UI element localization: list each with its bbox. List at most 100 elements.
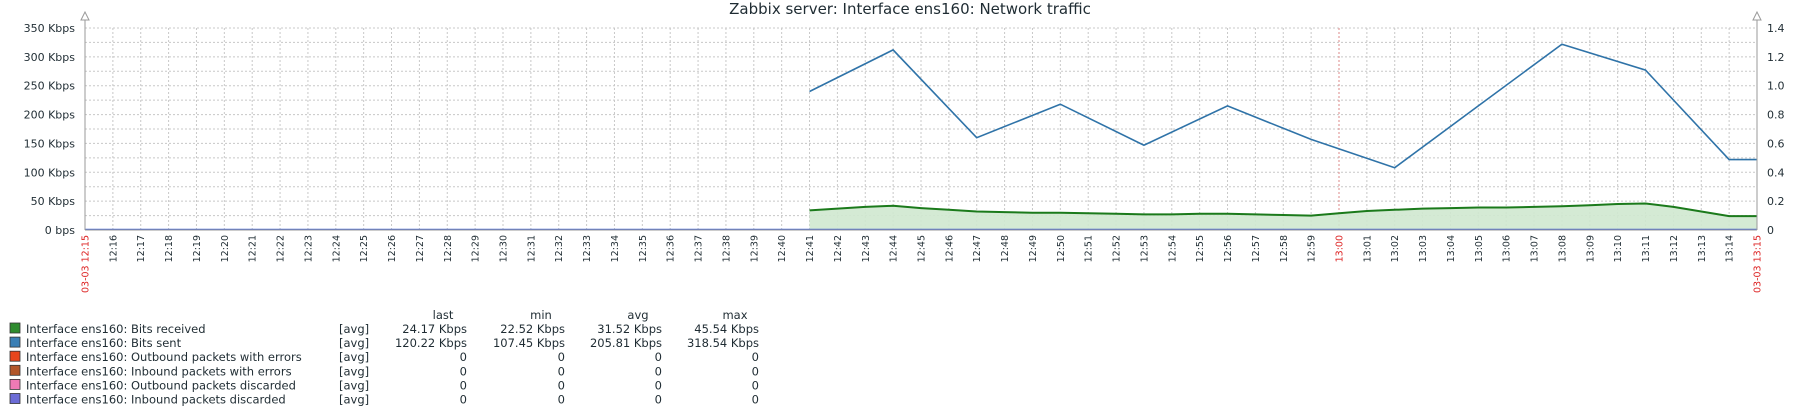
x-end-label: 03-03 13:15 [1753,235,1764,293]
x-tick-label: 12:29 [471,235,482,262]
x-tick-label: 13:05 [1474,235,1485,262]
x-tick-label: 12:33 [582,235,593,262]
y-tick-label-right: 0.8 [1767,109,1785,122]
legend-series-name: Interface ens160: Inbound packets discar… [26,393,286,407]
x-tick-label: 12:16 [108,235,119,262]
x-tick-label: 12:42 [833,235,844,262]
x-tick-label: 12:19 [192,235,203,262]
x-tick-label: 12:58 [1279,235,1290,262]
legend-func: [avg] [339,336,369,350]
x-tick-label: 13:14 [1725,235,1736,262]
y-tick-label-right: 1.0 [1767,80,1785,93]
series-line-bits-sent [809,43,1757,169]
legend-func: [avg] [339,393,369,407]
legend-value-max: 0 [752,364,759,378]
y-tick-label-right: 0.2 [1767,195,1785,208]
x-tick-label: 13:07 [1530,235,1541,262]
x-tick-label: 13:01 [1362,235,1373,262]
x-tick-label: 12:24 [331,235,342,262]
x-tick-label: 12:22 [276,235,287,262]
legend-value-avg: 0 [655,364,662,378]
y-tick-label-left: 0 bps [45,224,75,237]
legend-value-min: 107.45 Kbps [493,336,565,350]
legend-value-max: 318.54 Kbps [687,336,759,350]
x-tick-label: 13:09 [1585,235,1596,262]
x-tick-label: 12:41 [805,235,816,262]
legend-value-max: 0 [752,393,759,407]
y-axis-right-arrow [1752,10,1762,21]
y-tick-label-right: 0.6 [1767,137,1785,150]
legend-func: [avg] [339,350,369,364]
legend-swatch [9,393,21,404]
legend-value-max: 45.54 Kbps [694,322,759,336]
x-tick-label: 13:11 [1641,235,1652,262]
x-tick-label: 12:52 [1112,235,1123,262]
legend-series-name: Interface ens160: Outbound packets disca… [26,378,296,392]
plot-axes: 0 bps 50 Kbps 100 Kbps 150 Kbps 200 Kbps 250 … [24,10,1785,293]
x-tick-label: 12:34 [610,235,621,262]
legend-swatch [9,350,21,362]
y-tick-label-left: 150 Kbps [24,137,76,150]
legend-value-max: 0 [752,378,759,392]
series-line-bits-received [809,202,1757,218]
x-tick-label: 12:28 [443,235,454,262]
x-tick-label: 12:44 [889,235,900,262]
legend-value-avg: 0 [655,350,662,364]
x-tick-label: 12:26 [387,235,398,262]
legend-value-min: 22.52 Kbps [500,322,565,336]
x-tick-label: 12:49 [1028,235,1039,262]
legend-swatch [9,322,21,334]
x-tick-label: 12:36 [666,235,677,262]
x-tick-label: 12:45 [917,235,928,262]
legend-value-avg: 0 [655,378,662,392]
legend-series-name: Interface ens160: Bits sent [26,336,182,350]
legend-value-avg: 205.81 Kbps [590,336,662,350]
y-tick-label-left: 200 Kbps [24,109,76,122]
x-tick-label: 12:57 [1251,235,1262,262]
x-tick-label: 13:12 [1669,235,1680,262]
legend-swatch [9,364,21,376]
legend-value-min: 0 [558,378,565,392]
legend-value-min: 0 [558,364,565,378]
x-start-label: 03-03 12:15 [81,235,92,293]
legend-func: [avg] [339,378,369,392]
x-tick-label: 12:32 [554,235,565,262]
legend-series-name: Interface ens160: Outbound packets with … [26,350,302,364]
x-tick-label: 12:56 [1223,235,1234,262]
x-tick-label: 12:35 [638,235,649,262]
x-tick-label: 12:43 [861,235,872,262]
legend-func: [avg] [339,364,369,378]
x-tick-label: 13:06 [1502,235,1513,262]
y-tick-label-right: 0.4 [1767,166,1785,179]
y-tick-label-right: 1.2 [1767,51,1785,64]
legend-value-max: 0 [752,350,759,364]
legend-value-last: 0 [460,378,467,392]
y-tick-label-left: 100 Kbps [24,166,76,179]
x-tick-label: 12:50 [1056,235,1067,262]
legend-value-avg: 31.52 Kbps [597,322,662,336]
y-tick-label-left: 350 Kbps [24,22,76,35]
legend-func: [avg] [339,322,369,336]
x-tick-label: 12:54 [1167,235,1178,262]
x-tick-label: 12:25 [359,235,370,262]
x-tick-label: 12:48 [1000,235,1011,262]
x-tick-label: 13:04 [1446,235,1457,262]
legend-header-min: min [530,308,552,322]
x-tick-label: 12:21 [248,235,259,262]
x-tick-label: 12:38 [721,235,732,262]
legend-value-avg: 0 [655,393,662,407]
legend-swatch [9,378,21,390]
y-tick-label-left: 250 Kbps [24,80,76,93]
y-axis-left-arrow [80,10,90,21]
x-tick-label: 13:08 [1557,235,1568,262]
y-tick-label-left: 50 Kbps [31,195,76,208]
y-tick-label-right: 0 [1767,224,1774,237]
legend-value-last: 0 [460,364,467,378]
legend-header-avg: avg [627,308,648,322]
series-area-bits-received [809,203,1757,230]
x-tick-label: 12:17 [136,235,147,262]
x-tick-label: 12:55 [1195,235,1206,262]
x-tick-label: 12:37 [694,235,705,262]
legend-value-last: 0 [460,350,467,364]
